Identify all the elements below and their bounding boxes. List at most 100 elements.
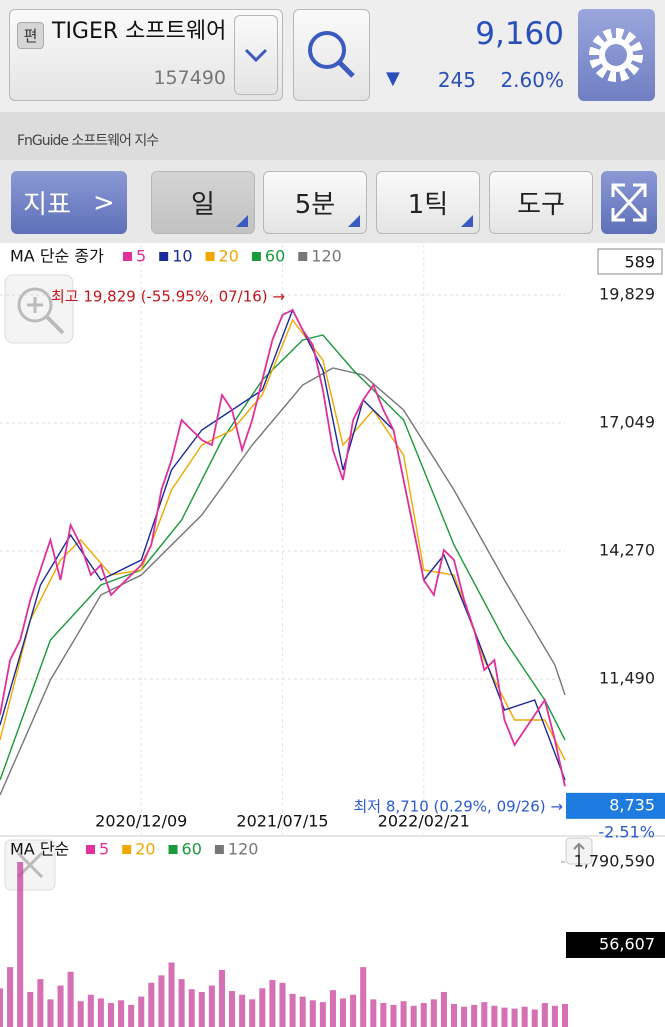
volume-bar [77, 1001, 84, 1027]
price-change-label: -2.51% [598, 822, 655, 841]
legend-label: 10 [172, 247, 192, 266]
volume-bar [239, 994, 246, 1027]
volume-bar [481, 1002, 488, 1027]
indicator-button[interactable]: 지표 > [11, 171, 127, 234]
volume-bar [471, 1004, 478, 1027]
volume-bar [178, 979, 185, 1027]
legend-swatch [168, 845, 178, 854]
volume-bar [249, 999, 256, 1027]
change-rate: 2.60% [500, 68, 564, 92]
info-box-label: 589 [624, 253, 655, 272]
y-tick-label: 1,790,590 [574, 851, 655, 870]
volume-bar [229, 991, 236, 1027]
volume-bar [380, 1003, 387, 1027]
scroll-top-button[interactable] [565, 837, 593, 865]
price-marker [566, 792, 665, 819]
expand-button[interactable] [601, 171, 657, 234]
volume-bar [107, 1003, 115, 1027]
volume-bar [87, 994, 94, 1027]
current-price: 9,160 [475, 16, 564, 52]
legend-label: 60 [265, 247, 285, 266]
volume-bar [168, 962, 175, 1027]
volume-bar [461, 1006, 468, 1027]
legend-swatch [86, 845, 95, 854]
chart-area: 11,490 14,270 17,049 19,829 2020/12/09 2021/0… [0, 243, 665, 1027]
x-tick-label: 2020/12/09 [95, 812, 187, 831]
info-box [597, 248, 663, 275]
legend-swatch [214, 845, 224, 854]
high-annotation: 최고 19,829 (-55.95%, 07/16) → [51, 288, 285, 306]
settings-button[interactable] [578, 9, 655, 101]
button-label: 일 [191, 190, 215, 220]
volume-bar [158, 975, 165, 1027]
volume-bar [309, 1000, 316, 1027]
volume-bar [329, 990, 336, 1027]
volume-bar [37, 979, 44, 1027]
volume-bar [67, 971, 74, 1027]
volume-bar [531, 1009, 538, 1027]
button-label: 5분 [294, 190, 336, 220]
volume-bar [440, 991, 447, 1027]
tools-button[interactable]: 도구 [489, 171, 593, 234]
volume-bar [269, 980, 276, 1027]
period-tick[interactable]: 1틱 [376, 171, 480, 234]
volume-bar [279, 982, 286, 1027]
volume-bar [188, 989, 195, 1027]
price-marker-label: 8,735 [609, 795, 655, 814]
edit-badge[interactable]: 편 [17, 22, 44, 49]
volume-bar [198, 991, 205, 1027]
volume-bar [138, 996, 145, 1027]
legend-label: 20 [219, 247, 239, 266]
y-tick-label: 17,049 [599, 413, 655, 432]
legend-swatch [251, 252, 261, 261]
legend-label: 60 [182, 840, 202, 859]
volume-bar [97, 998, 104, 1027]
legend-swatch [122, 845, 132, 854]
volume-bar [17, 861, 24, 1027]
legend-swatch [123, 252, 132, 261]
legend-swatch [205, 252, 215, 261]
volume-bar [511, 1008, 518, 1027]
x-tick-label: 2022/02/21 [378, 812, 470, 831]
volume-bar [118, 1000, 125, 1027]
indicator-label: 지표 [23, 190, 72, 220]
stock-name: TIGER 소프트웨어 [52, 19, 227, 44]
volume-bar [370, 999, 377, 1027]
volume-bar [400, 1001, 407, 1027]
volume-bar [450, 1003, 458, 1027]
legend-label: 120 [311, 247, 342, 266]
volume-bar [27, 991, 34, 1027]
direction-icon: ▼ [386, 68, 400, 89]
volume-bar [561, 1003, 569, 1027]
volume-bar [390, 1004, 397, 1027]
volume-bar [259, 988, 266, 1027]
legend-title: MA 단순 [10, 840, 69, 859]
dropdown-button[interactable] [234, 15, 278, 95]
dropdown-icon [244, 48, 268, 63]
volume-bar [420, 1003, 427, 1027]
close-button[interactable] [4, 839, 56, 891]
volume-bar [7, 967, 14, 1027]
chart-background [0, 243, 665, 1027]
volume-bar [430, 999, 437, 1027]
volume-bar [410, 1005, 417, 1027]
legend-swatch [298, 252, 308, 261]
volume-bar [340, 998, 347, 1027]
volume-bar [551, 1005, 558, 1027]
ma-line [0, 308, 566, 787]
legend-label: 20 [135, 840, 155, 859]
legend-label: 5 [136, 247, 146, 266]
y-tick-label: 11,490 [599, 668, 655, 687]
period-5min[interactable]: 5분 [263, 171, 367, 234]
search-icon [308, 31, 355, 78]
y-tick-label: 14,270 [599, 540, 655, 559]
search-button[interactable] [293, 9, 370, 101]
volume-bar [521, 1006, 528, 1027]
period-day[interactable]: 일 [151, 171, 255, 234]
zoom-button[interactable] [4, 274, 74, 344]
button-label: 도구 [517, 190, 565, 220]
price-change: 245 [437, 68, 476, 92]
legend-swatch [159, 252, 169, 261]
gear-icon [589, 28, 643, 82]
